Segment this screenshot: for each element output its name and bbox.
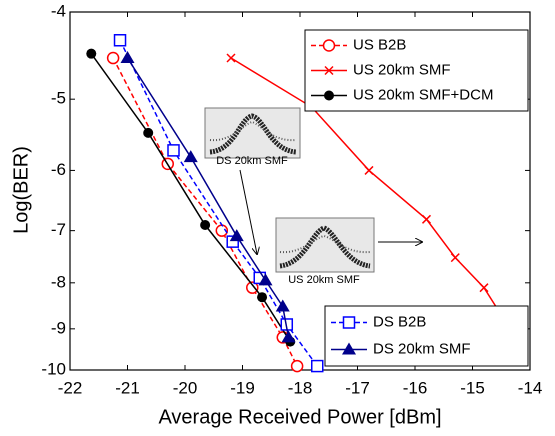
y-tick-label: -5 <box>51 89 66 108</box>
x-tick-label: -17 <box>345 378 370 397</box>
marker <box>108 53 119 64</box>
eye-inset: DS 20km SMF <box>205 108 300 167</box>
legend-label: US 20km SMF <box>353 61 451 78</box>
y-tick-label: -9 <box>51 318 66 337</box>
legend: DS B2B DS 20km SMF <box>325 306 528 366</box>
marker <box>312 361 323 372</box>
legend-label: US B2B <box>353 36 406 53</box>
y-axis-label: Log(BER) <box>10 146 32 234</box>
inset-label: US 20km SMF <box>288 274 360 286</box>
x-tick-label: -19 <box>230 378 255 397</box>
marker <box>276 300 290 312</box>
x-tick-label: -18 <box>288 378 313 397</box>
marker <box>344 317 355 328</box>
x-tick-label: -20 <box>173 378 198 397</box>
series-line <box>113 58 297 366</box>
marker <box>200 220 210 230</box>
y-tick-label: -4 <box>51 1 66 20</box>
x-tick-label: -16 <box>403 378 428 397</box>
marker <box>451 254 459 262</box>
marker <box>324 40 335 51</box>
legend-label: US 20km SMF+DCM <box>353 86 493 103</box>
series-line <box>120 40 317 366</box>
y-tick-label: -6 <box>51 160 66 179</box>
y-tick-label: -7 <box>51 220 66 239</box>
marker <box>480 284 488 292</box>
eye-inset: US 20km SMF <box>276 218 374 286</box>
x-tick-label: -14 <box>518 378 543 397</box>
marker <box>143 128 153 138</box>
marker <box>184 150 198 162</box>
marker <box>423 215 431 223</box>
legend-label: DS B2B <box>373 313 426 330</box>
chart: Average Received Power [dBm] Log(BER) DS… <box>0 0 555 436</box>
y-tick-label: -8 <box>51 272 66 291</box>
marker <box>292 361 303 372</box>
marker <box>168 145 179 156</box>
marker <box>86 49 96 59</box>
inset-label: DS 20km SMF <box>216 155 288 167</box>
marker <box>115 35 126 46</box>
x-tick-label: -15 <box>460 378 485 397</box>
marker <box>227 54 235 62</box>
arrow <box>240 170 257 254</box>
marker <box>230 229 244 241</box>
marker <box>324 91 334 101</box>
legend-label: DS 20km SMF <box>373 340 471 357</box>
x-tick-label: -22 <box>58 378 83 397</box>
legend: US B2B US 20km SMF US 20km SMF+DCM <box>305 30 528 111</box>
x-tick-label: -21 <box>115 378 140 397</box>
x-axis-label: Average Received Power [dBm] <box>158 406 441 428</box>
marker <box>121 51 135 63</box>
marker <box>365 166 373 174</box>
marker <box>257 292 267 302</box>
y-tick-label: -10 <box>41 359 66 378</box>
